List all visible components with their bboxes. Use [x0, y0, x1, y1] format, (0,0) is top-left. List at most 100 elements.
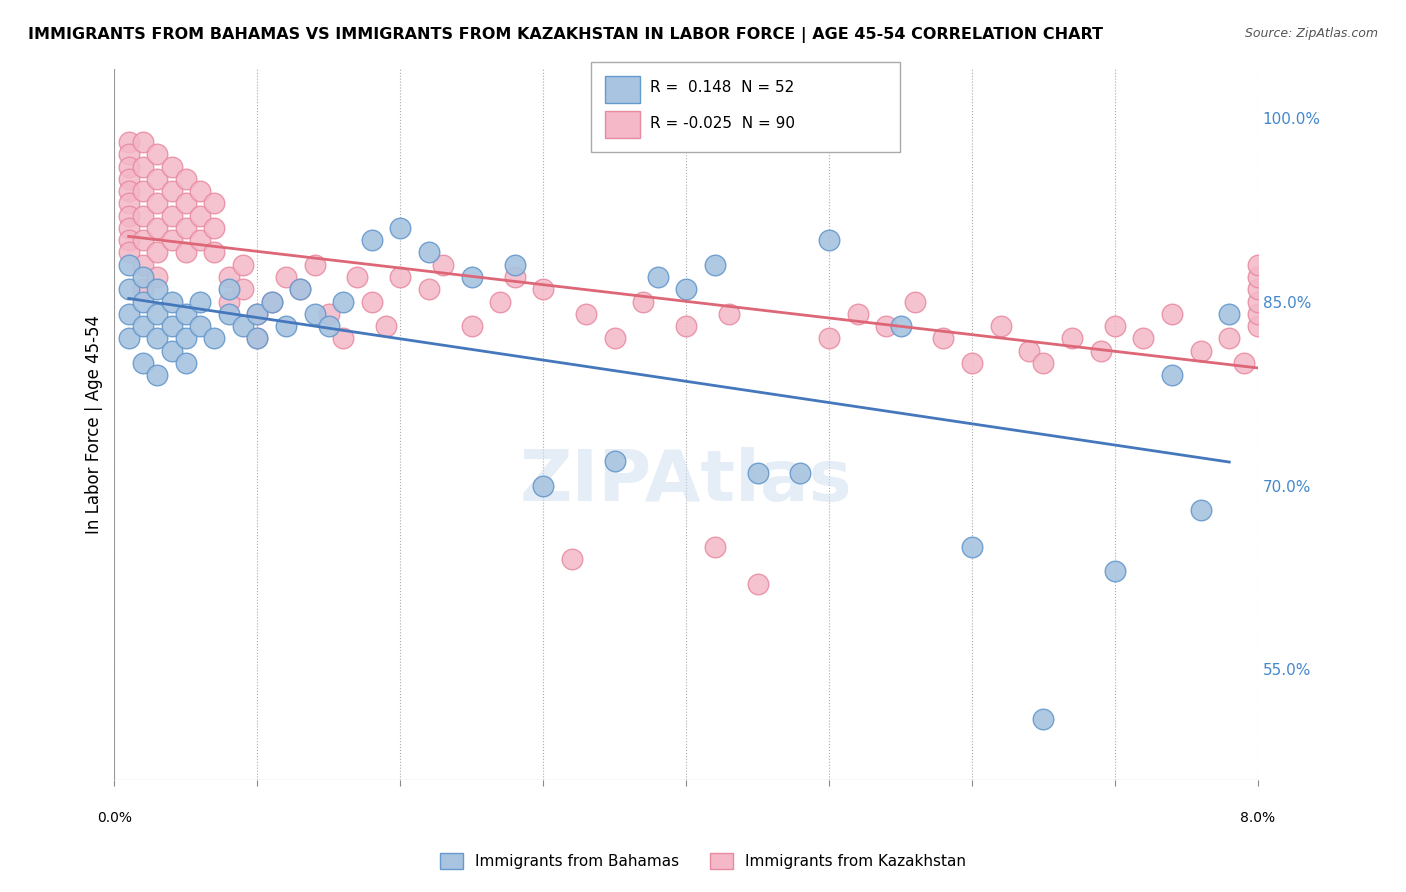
Point [1247, 258, 1270, 272]
Point [1247, 282, 1270, 296]
Point [1218, 331, 1240, 345]
Point [675, 319, 697, 334]
Point [174, 307, 197, 321]
Point [274, 270, 297, 285]
Point [418, 245, 440, 260]
Point [432, 258, 454, 272]
Point [160, 209, 183, 223]
Point [332, 331, 354, 345]
Point [118, 233, 141, 247]
Point [232, 258, 254, 272]
Point [146, 307, 169, 321]
Point [174, 172, 197, 186]
Point [232, 282, 254, 296]
Point [561, 552, 583, 566]
Point [875, 319, 897, 334]
Point [204, 221, 226, 235]
Point [1032, 356, 1054, 370]
Point [318, 307, 340, 321]
Point [188, 209, 211, 223]
Point [260, 294, 283, 309]
Point [132, 282, 155, 296]
Legend: Immigrants from Bahamas, Immigrants from Kazakhstan: Immigrants from Bahamas, Immigrants from… [434, 847, 972, 875]
Text: IMMIGRANTS FROM BAHAMAS VS IMMIGRANTS FROM KAZAKHSTAN IN LABOR FORCE | AGE 45-54: IMMIGRANTS FROM BAHAMAS VS IMMIGRANTS FR… [28, 27, 1104, 43]
Point [118, 172, 141, 186]
Point [290, 282, 312, 296]
Point [389, 270, 412, 285]
Point [132, 294, 155, 309]
Point [118, 147, 141, 161]
Text: ZIPAtlas: ZIPAtlas [520, 447, 852, 516]
Point [118, 209, 141, 223]
Point [118, 160, 141, 174]
Point [132, 270, 155, 285]
Point [218, 307, 240, 321]
Point [675, 282, 697, 296]
Point [360, 294, 382, 309]
Point [118, 258, 141, 272]
Point [174, 331, 197, 345]
Point [188, 184, 211, 198]
Point [188, 294, 211, 309]
Point [146, 221, 169, 235]
Point [418, 282, 440, 296]
Point [1161, 307, 1184, 321]
Point [132, 319, 155, 334]
Point [531, 282, 554, 296]
Point [232, 319, 254, 334]
Point [246, 307, 269, 321]
Point [204, 331, 226, 345]
Point [1247, 307, 1270, 321]
Point [503, 270, 526, 285]
Point [1104, 319, 1126, 334]
Point [132, 356, 155, 370]
Point [489, 294, 512, 309]
Point [703, 540, 725, 554]
Text: R = -0.025  N = 90: R = -0.025 N = 90 [650, 116, 794, 130]
Point [160, 294, 183, 309]
Point [1032, 712, 1054, 726]
Point [132, 160, 155, 174]
Point [717, 307, 740, 321]
Point [1247, 294, 1270, 309]
Point [1247, 270, 1270, 285]
Point [246, 307, 269, 321]
Point [1232, 356, 1254, 370]
Point [318, 319, 340, 334]
Point [1189, 343, 1212, 358]
Point [960, 540, 983, 554]
Point [904, 294, 927, 309]
Point [1018, 343, 1040, 358]
Point [204, 196, 226, 211]
Point [503, 258, 526, 272]
Point [1104, 565, 1126, 579]
Point [346, 270, 368, 285]
Point [218, 270, 240, 285]
Point [703, 258, 725, 272]
Point [146, 368, 169, 383]
Point [118, 282, 141, 296]
Point [575, 307, 598, 321]
Point [960, 356, 983, 370]
Point [1060, 331, 1083, 345]
Text: 8.0%: 8.0% [1240, 811, 1275, 824]
Point [174, 196, 197, 211]
Point [1218, 307, 1240, 321]
Point [118, 307, 141, 321]
Point [118, 184, 141, 198]
Point [1161, 368, 1184, 383]
Point [846, 307, 869, 321]
Point [132, 233, 155, 247]
Point [204, 245, 226, 260]
Point [118, 331, 141, 345]
Point [118, 135, 141, 149]
Point [461, 319, 484, 334]
Point [747, 467, 769, 481]
Point [132, 135, 155, 149]
Point [160, 184, 183, 198]
Point [146, 270, 169, 285]
Point [375, 319, 398, 334]
Point [160, 233, 183, 247]
Point [146, 172, 169, 186]
Point [818, 331, 841, 345]
